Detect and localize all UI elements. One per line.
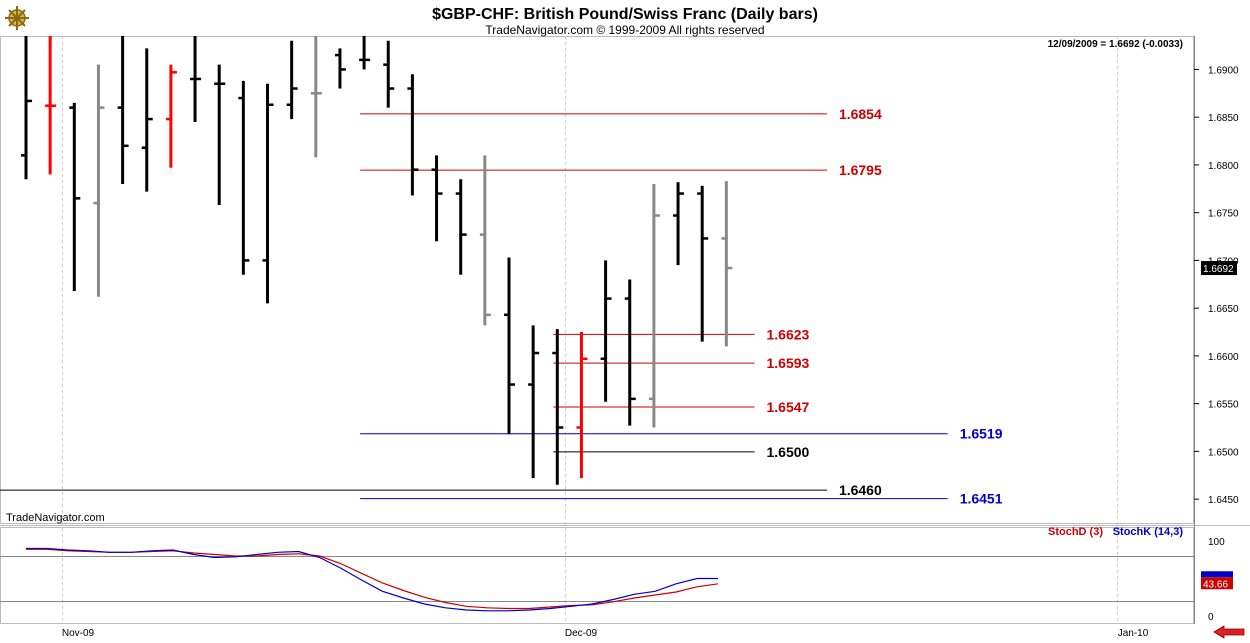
price-panel-frame [0,36,1194,524]
ship-wheel-logo-icon[interactable] [5,6,29,30]
ohlc-bar [455,179,467,275]
left-arrow-icon[interactable] [1213,625,1245,639]
date-axis: Nov-09 Dec-09 Jan-10 [62,628,1149,639]
ohlc-bar [528,325,540,479]
price-tick-label: 1.6750 [1208,209,1239,220]
ohlc-bar [576,332,588,479]
price-axis: 1.64501.65001.65501.66001.66501.67001.67… [1194,65,1239,506]
ohlc-bar [431,155,443,242]
stoch-panel-frame [0,527,1194,624]
copyright-line: TradeNavigator.com © 1999-2009 All right… [485,23,764,37]
ohlc-bar [190,36,202,122]
ohlc-bar [648,184,660,428]
ohlc-bar [45,36,57,175]
ohlc-bar [697,185,709,342]
ohlc-bar [600,260,612,402]
date-tick-label: Dec-09 [565,628,598,639]
stoch-tick-label: 0 [1208,612,1214,623]
ohlc-bar [165,64,177,168]
stoch-last-value-label: 43.66 [1203,579,1228,590]
price-tick-label: 1.6500 [1208,447,1239,458]
level-label: 1.6519 [960,426,1003,442]
level-label: 1.6460 [839,482,882,498]
price-bars [21,36,733,485]
ohlc-bar [383,40,395,108]
ohlc-bar [69,102,81,291]
level-label: 1.6500 [767,444,810,460]
ohlc-bar [624,279,636,426]
ohlc-bar [407,74,419,196]
price-tick-label: 1.6600 [1208,352,1239,363]
date-tick-label: Nov-09 [62,628,95,639]
stoch-d-value-box [1201,577,1233,590]
price-tick-label: 1.6900 [1208,65,1239,76]
chart-title: $GBP-CHF: British Pound/Swiss Franc (Dai… [432,6,818,23]
ohlc-bar [504,257,515,435]
ohlc-bar [721,181,733,347]
level-label: 1.6451 [960,491,1003,507]
ohlc-bar [117,36,129,185]
stochastic-panel: 100 0 StochD (3) StochK (14,3) 43.66 [0,526,1233,623]
stoch-tick-label: 100 [1208,537,1225,548]
level-label: 1.6795 [839,162,882,178]
last-price-label: 1.6692 [1203,264,1234,275]
level-label: 1.6854 [839,106,882,122]
price-tick-label: 1.6800 [1208,161,1239,172]
ohlc-bar [262,83,274,304]
grid [62,36,1118,624]
last-price-box [1201,261,1237,276]
stoch-k-value-box [1201,571,1233,578]
price-tick-label: 1.6550 [1208,400,1239,411]
ohlc-bar [310,36,322,158]
date-tick-label: Jan-10 [1118,628,1149,639]
price-tick-label: 1.6650 [1208,304,1239,315]
ohlc-bar [552,329,564,485]
stoch-series-line [26,547,718,612]
price-tick-label: 1.6850 [1208,113,1239,124]
ohlc-bar [479,155,491,326]
ohlc-bar [359,36,371,70]
ohlc-bar [93,64,105,297]
stoch-legend-entry: StochD (3) [1048,526,1103,538]
level-label: 1.6623 [767,326,810,342]
ohlc-bar [286,40,298,120]
price-readout: 12/09/2009 = 1.6692 (-0.0033) [1048,39,1183,50]
level-label: 1.6593 [767,355,810,371]
ohlc-bar [334,48,346,89]
level-lines: 1.6854 1.6795 1.6623 1.6593 1.6547 1.6519 1.65… [0,106,1003,507]
level-label: 1.6547 [767,399,810,415]
ohlc-bar [21,36,32,180]
ohlc-bar [238,80,250,275]
ohlc-bar [214,64,226,206]
watermark: TradeNavigator.com [6,512,105,524]
ohlc-bar [673,182,685,266]
ohlc-bar [141,48,153,192]
price-tick-label: 1.6450 [1208,495,1239,506]
stoch-legend-entry: StochK (14,3) [1113,526,1184,538]
